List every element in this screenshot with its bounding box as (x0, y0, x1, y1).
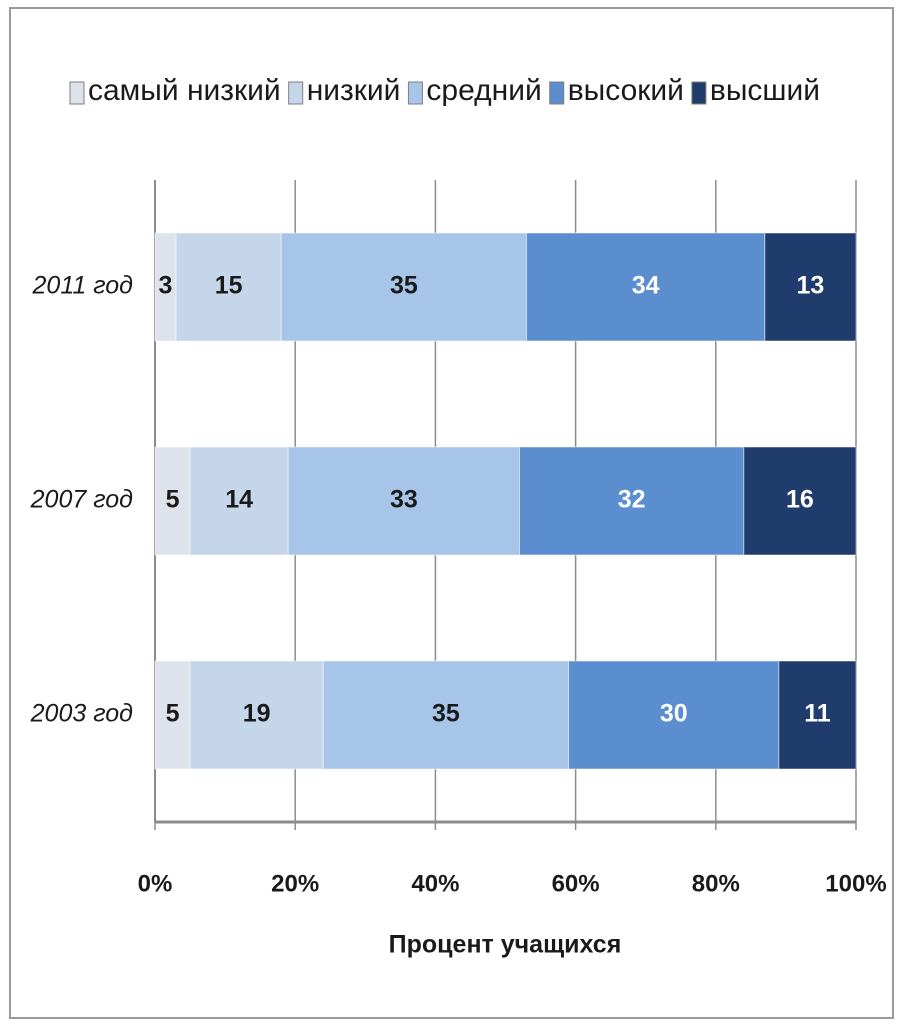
bar-segment (154, 660, 191, 770)
legend-swatch (407, 81, 423, 105)
data-label: 30 (660, 700, 688, 728)
legend-label: высший (710, 74, 820, 107)
bar-segment (526, 232, 766, 342)
data-label: 33 (390, 486, 418, 514)
x-axis-label: Процент учащихся (389, 931, 622, 959)
x-tick-label: 100% (825, 870, 886, 897)
data-label: 19 (243, 700, 271, 728)
legend-swatch (691, 81, 707, 105)
data-label: 16 (786, 486, 814, 514)
legend-label: низкий (307, 74, 401, 107)
y-tick-label: 2007 год (30, 486, 134, 514)
data-label: 32 (618, 486, 646, 514)
x-tick-label: 0% (138, 870, 173, 897)
legend-swatch (69, 81, 85, 105)
legend-label: самый низкий (88, 74, 281, 107)
bar-segment (568, 660, 780, 770)
y-tick-label: 2011 год (32, 272, 134, 300)
data-label: 35 (390, 272, 418, 300)
data-label: 35 (432, 700, 460, 728)
bar-segment (280, 232, 528, 342)
data-label: 14 (225, 486, 253, 514)
data-label: 5 (166, 486, 180, 514)
bar-segment (764, 232, 857, 342)
data-label: 13 (797, 272, 825, 300)
x-tick-label: 80% (692, 870, 740, 897)
bar-segment (743, 446, 857, 556)
legend-swatch (288, 81, 304, 105)
x-tick-label: 20% (271, 870, 319, 897)
y-tick-label: 2003 год (30, 700, 134, 728)
data-label: 11 (804, 700, 831, 728)
x-tick-label: 40% (411, 870, 459, 897)
bar-segment (287, 446, 521, 556)
legend-label: высокий (568, 74, 684, 107)
data-label: 15 (215, 272, 243, 300)
bar-segment (154, 446, 191, 556)
data-label: 34 (632, 272, 660, 300)
bar-segment (189, 446, 289, 556)
bar-segment (519, 446, 745, 556)
data-label: 5 (166, 700, 180, 728)
bar-segment (322, 660, 570, 770)
bar-segment (778, 660, 857, 770)
legend-swatch (549, 81, 565, 105)
x-tick-label: 60% (552, 870, 600, 897)
data-label: 3 (159, 272, 173, 300)
bar-segment (175, 232, 282, 342)
legend-label: средний (426, 74, 541, 107)
